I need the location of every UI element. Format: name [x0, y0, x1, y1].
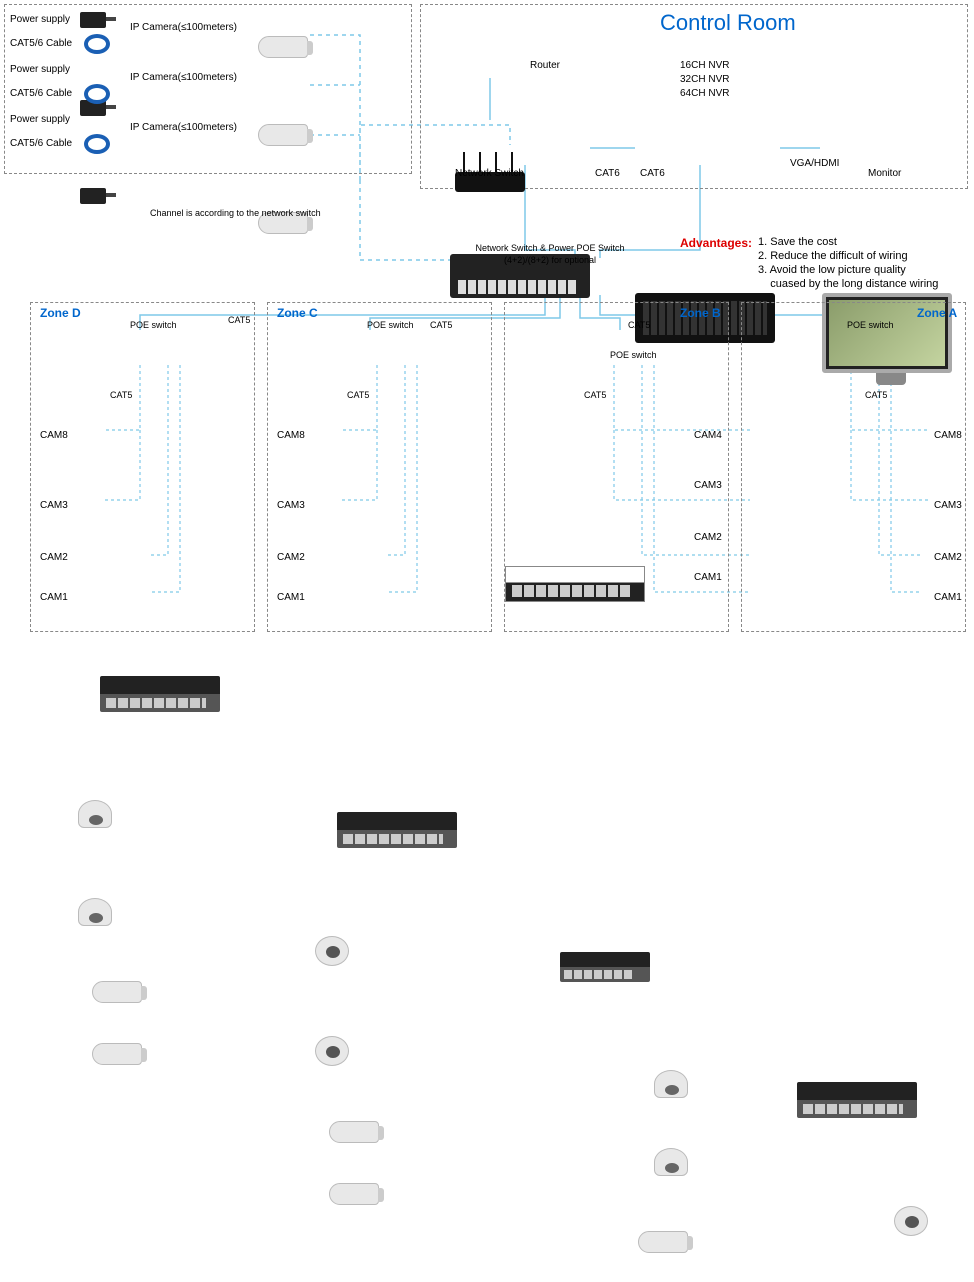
zone-d-box — [30, 302, 255, 632]
psu-icon-0 — [80, 12, 106, 28]
zone-c-cam-icon-0 — [315, 936, 349, 966]
zone-d-cam-3: CAM1 — [40, 592, 68, 603]
zone-c-cam-1: CAM3 — [277, 500, 305, 511]
cat6-label-b: CAT6 — [640, 168, 665, 179]
zone-d-cam-0: CAM8 — [40, 430, 68, 441]
zone-c-down: CAT5 — [347, 390, 369, 400]
router-label: Router — [530, 60, 560, 71]
zone-c-cam-icon-3 — [329, 1183, 379, 1205]
psu-label-1: Power supply — [10, 64, 70, 75]
zone-b-cam-icon-0 — [654, 1070, 688, 1098]
zone-b-title: Zone B — [680, 306, 721, 320]
psu-label-2: Power supply — [10, 114, 70, 125]
cam-label-0: IP Camera(≤100meters) — [130, 22, 237, 33]
psu-icon-2 — [80, 188, 106, 204]
zone-d-poe-label: POE switch — [130, 320, 177, 330]
cable-label-2: CAT5/6 Cable — [10, 138, 72, 149]
zone-b-poe-label: POE switch — [610, 350, 657, 360]
center-switch-l2: (4+2)/(8+2) for optional — [460, 255, 640, 265]
zone-c-cam-icon-2 — [329, 1121, 379, 1143]
zone-d-cam-1: CAM3 — [40, 500, 68, 511]
zone-a-cam-icon-0 — [894, 1206, 928, 1236]
zone-c-cam-2: CAM2 — [277, 552, 305, 563]
zone-b-cam-1: CAM3 — [694, 480, 722, 491]
zone-c-uplink: CAT5 — [430, 320, 452, 330]
advantages-title: Advantages: — [680, 236, 752, 250]
zone-a-cam-1: CAM3 — [934, 500, 962, 511]
zone-b-cam-icon-1 — [654, 1148, 688, 1176]
cable-icon-1 — [84, 84, 110, 104]
zone-a-cam-2: CAM2 — [934, 552, 962, 563]
nvr-label-1: 32CH NVR — [680, 74, 729, 85]
adv-2: 3. Avoid the low picture quality — [758, 264, 906, 276]
cable-icon-0 — [84, 34, 110, 54]
zone-a-poe-label: POE switch — [847, 320, 894, 330]
zone-d-cam-icon-3 — [92, 1043, 142, 1065]
adv-1: 2. Reduce the difficult of wiring — [758, 250, 908, 262]
adv-0: 1. Save the cost — [758, 236, 837, 248]
zone-c-poe-switch-icon — [337, 812, 457, 848]
monitor-label: Monitor — [868, 168, 901, 179]
zone-b-cam-0: CAM4 — [694, 430, 722, 441]
zone-c-cam-3: CAM1 — [277, 592, 305, 603]
cable-icon-2 — [84, 134, 110, 154]
adv-3: cuased by the long distance wiring — [758, 278, 938, 290]
zone-c-poe-label: POE switch — [367, 320, 414, 330]
zone-d-uplink: CAT5 — [228, 315, 250, 325]
zone-d-cam-icon-2 — [92, 981, 142, 1003]
cam-label-2: IP Camera(≤100meters) — [130, 122, 237, 133]
channel-note: Channel is according to the network swit… — [150, 208, 321, 218]
cam-label-1: IP Camera(≤100meters) — [130, 72, 237, 83]
zone-a-title: Zone A — [917, 306, 957, 320]
psu-label-0: Power supply — [10, 14, 70, 25]
zone-c-cam-icon-1 — [315, 1036, 349, 1066]
zone-a-cam-0: CAM8 — [934, 430, 962, 441]
zone-c-box — [267, 302, 492, 632]
ip-camera-icon-0 — [258, 36, 308, 58]
zone-b-down: CAT5 — [584, 390, 606, 400]
zone-b-cam-icon-2 — [638, 1231, 688, 1253]
cable-label-1: CAT5/6 Cable — [10, 88, 72, 99]
network-switch-label: Network Switch — [455, 168, 524, 179]
zone-d-title: Zone D — [40, 306, 81, 320]
zone-d-poe-switch-icon — [100, 676, 220, 712]
zone-b-poe-switch-icon — [560, 952, 650, 982]
zone-b-cam-3: CAM1 — [694, 572, 722, 583]
zone-d-cam-2: CAM2 — [40, 552, 68, 563]
zone-a-poe-switch-icon — [797, 1082, 917, 1118]
zone-a-box — [741, 302, 966, 632]
zone-a-cam-3: CAM1 — [934, 592, 962, 603]
vga-hdmi-label: VGA/HDMI — [790, 158, 839, 169]
zone-d-down: CAT5 — [110, 390, 132, 400]
nvr-label-2: 64CH NVR — [680, 88, 729, 99]
zone-c-title: Zone C — [277, 306, 318, 320]
zone-d-cam-icon-0 — [78, 800, 112, 828]
cat6-label-a: CAT6 — [595, 168, 620, 179]
control-room-title: Control Room — [660, 10, 796, 36]
zone-b-uplink: CAT5 — [628, 320, 650, 330]
zone-d-cam-icon-1 — [78, 898, 112, 926]
cable-label-0: CAT5/6 Cable — [10, 38, 72, 49]
zone-a-down: CAT5 — [865, 390, 887, 400]
center-switch-l1: Network Switch & Power POE Switch — [460, 243, 640, 253]
zone-b-cam-2: CAM2 — [694, 532, 722, 543]
ip-camera-icon-1 — [258, 124, 308, 146]
nvr-label-0: 16CH NVR — [680, 60, 729, 71]
zone-c-cam-0: CAM8 — [277, 430, 305, 441]
